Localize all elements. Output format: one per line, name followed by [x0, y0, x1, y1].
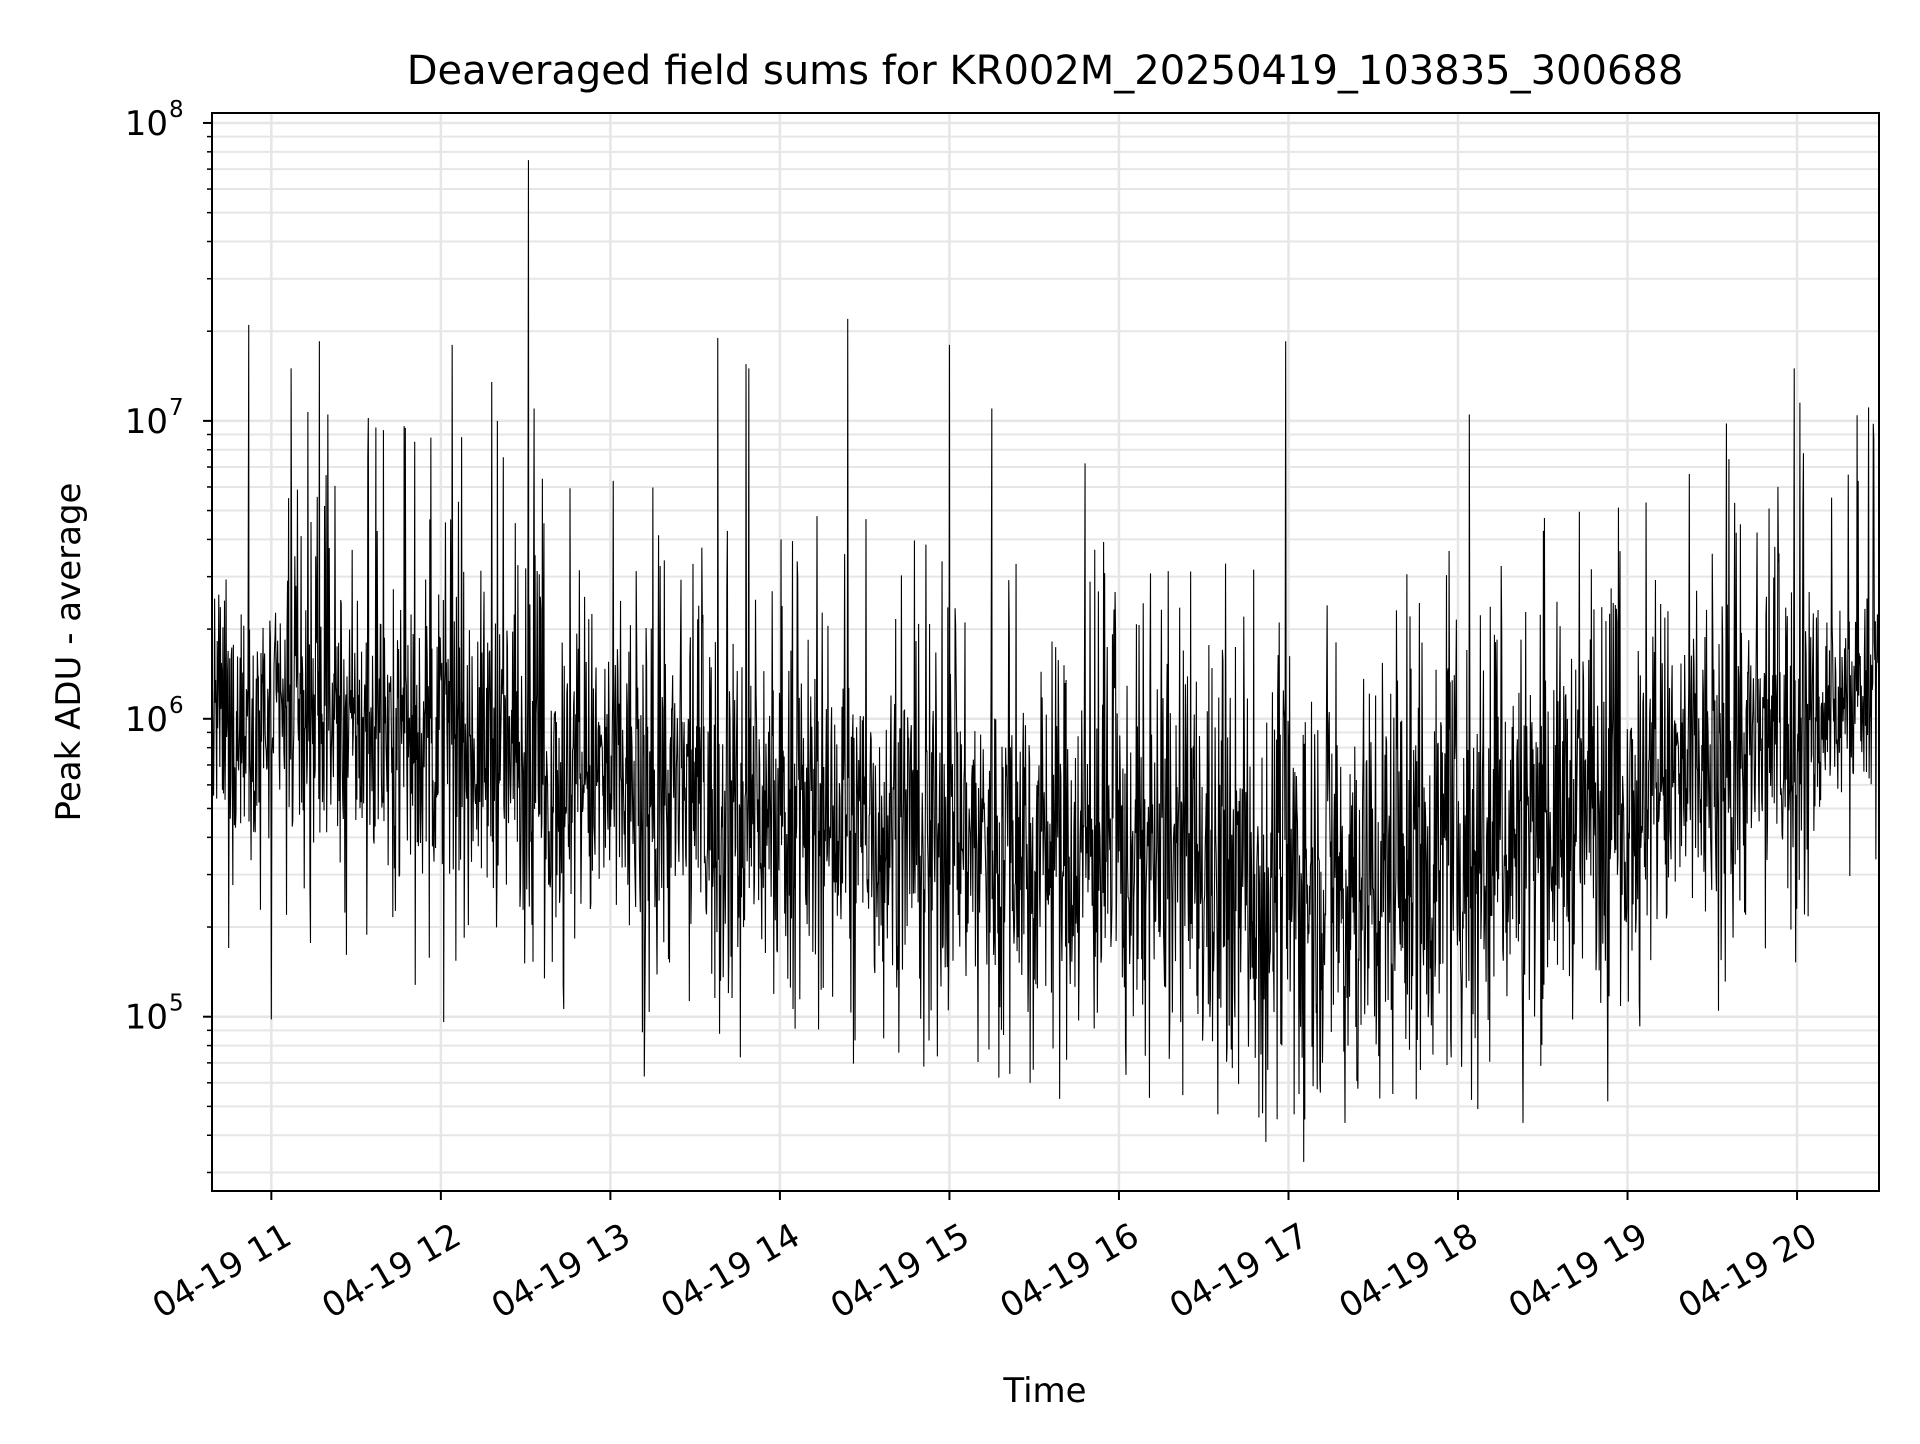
y-tick-label-exponent: 5 [169, 991, 184, 1017]
plot-frame [211, 112, 1880, 1192]
y-tick-label-exponent: 7 [169, 395, 184, 421]
y-tick-label-exponent: 6 [169, 693, 184, 719]
x-axis-label: Time [1002, 1371, 1086, 1411]
y-axis-label: Peak ADU - average [49, 483, 89, 822]
y-tick-label: 10 [125, 700, 168, 740]
y-tick-label: 10 [125, 402, 168, 442]
series-line-group [211, 160, 1880, 1162]
series-line [211, 160, 1880, 1162]
chart-title: Deaveraged field sums for KR002M_2025041… [407, 48, 1684, 94]
axis-ticks [203, 121, 1799, 1200]
y-tick-label: 10 [125, 998, 168, 1038]
y-tick-label-exponent: 8 [169, 97, 184, 123]
y-tick-label: 10 [125, 104, 168, 144]
